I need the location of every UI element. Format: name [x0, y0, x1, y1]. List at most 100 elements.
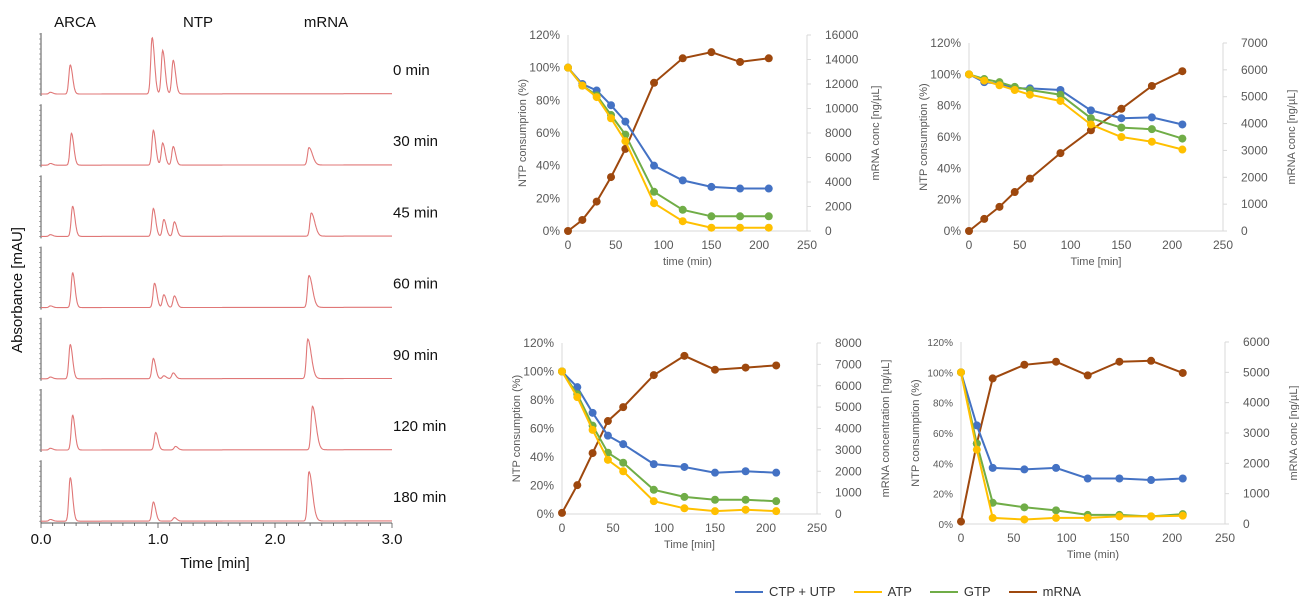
- data-point: [772, 507, 781, 516]
- legend-label: mRNA: [1042, 584, 1081, 599]
- series-line: [960, 359, 1184, 522]
- y2-tick-label: 1000: [1243, 487, 1270, 501]
- data-point: [1147, 113, 1156, 122]
- data-point: [1086, 126, 1095, 135]
- data-point: [558, 508, 566, 517]
- y-tick-label: 100%: [930, 67, 961, 81]
- series-ctp-utp: [564, 63, 773, 193]
- data-point: [573, 383, 582, 392]
- series-line: [968, 73, 1183, 151]
- y2-tick-label: 0: [835, 507, 842, 521]
- y2-tick-label: 0: [1243, 517, 1250, 531]
- data-point: [988, 513, 997, 522]
- x-tick-label: 0.0: [31, 531, 52, 548]
- y-tick-label: 20%: [937, 193, 961, 207]
- trace-time-label: 120 min: [393, 418, 446, 435]
- data-point: [607, 173, 616, 182]
- data-point: [972, 445, 981, 454]
- line-chart-2: 0%20%40%60%80%100%120%010002000300040005…: [918, 36, 1298, 268]
- x-tick-label: 0: [559, 521, 566, 535]
- chromatogram-trace-panel: 30 min: [39, 104, 438, 168]
- x-tick-label: 250: [1213, 238, 1233, 252]
- y2-tick-label: 8000: [835, 336, 862, 350]
- data-point: [736, 184, 745, 193]
- y-axis-title: NTP consumprion (%): [517, 79, 529, 187]
- data-point: [1115, 512, 1124, 521]
- data-point: [741, 467, 750, 476]
- series-atp: [957, 368, 1187, 524]
- y-axis-title: NTP consumption (%): [910, 379, 922, 486]
- data-point: [621, 117, 630, 126]
- y-tick-label: 20%: [933, 490, 953, 501]
- data-point: [588, 425, 597, 434]
- x-tick-label: 150: [705, 521, 725, 535]
- data-point: [1147, 476, 1156, 485]
- data-point: [764, 212, 773, 221]
- y2-tick-label: 10000: [825, 102, 859, 116]
- y-tick-label: 0%: [944, 224, 962, 238]
- data-point: [707, 223, 716, 232]
- series-line: [567, 67, 769, 190]
- y-tick-label: 120%: [529, 28, 560, 42]
- data-point: [678, 176, 687, 185]
- data-point: [957, 517, 965, 526]
- data-point: [649, 485, 658, 494]
- trace-time-label: 90 min: [393, 347, 438, 364]
- data-point: [573, 481, 582, 490]
- series-mrna: [965, 67, 1187, 235]
- data-point: [1178, 368, 1187, 377]
- y-tick-label: 0%: [543, 224, 561, 238]
- data-point: [972, 421, 981, 430]
- data-point: [1147, 137, 1156, 146]
- chromatogram-trace: [41, 405, 392, 451]
- y-tick-label: 80%: [536, 93, 560, 107]
- data-point: [1178, 67, 1187, 76]
- series-gtp: [965, 70, 1187, 143]
- data-point: [619, 403, 628, 412]
- data-point: [680, 492, 689, 501]
- y2-axis-title: mRNA conc [ng/µL]: [870, 86, 882, 181]
- data-point: [1147, 125, 1156, 134]
- data-point: [1147, 81, 1156, 90]
- x-tick-label: 0: [966, 238, 973, 252]
- x-tick-label: 100: [1061, 238, 1081, 252]
- legend-swatch: [853, 590, 882, 593]
- y-tick-label: 40%: [937, 161, 961, 175]
- legend-label: GTP: [963, 584, 991, 599]
- data-point: [741, 505, 750, 514]
- y-tick-label: 80%: [937, 99, 961, 113]
- data-point: [1020, 515, 1029, 524]
- x-tick-label: 0: [958, 531, 965, 545]
- y2-tick-label: 14000: [825, 53, 859, 67]
- x-tick-label: 50: [606, 521, 620, 535]
- data-point: [1056, 149, 1065, 158]
- data-point: [736, 223, 745, 232]
- chromatogram-trace: [41, 36, 392, 95]
- data-point: [772, 361, 781, 370]
- data-point: [772, 497, 781, 506]
- y2-tick-label: 2000: [825, 200, 852, 214]
- data-point: [1052, 513, 1061, 522]
- data-point: [619, 467, 628, 476]
- y2-tick-label: 12000: [825, 77, 859, 91]
- series-gtp: [558, 367, 781, 506]
- data-point: [711, 468, 719, 477]
- y-axis-title: Absorbance [mAU]: [9, 227, 26, 353]
- line-chart-1: 0%20%40%60%80%100%120%020004000600080001…: [517, 28, 882, 268]
- data-point: [772, 468, 781, 477]
- data-point: [741, 363, 750, 372]
- y-tick-label: 20%: [536, 191, 560, 205]
- y2-tick-label: 2000: [835, 464, 862, 478]
- y-tick-label: 120%: [930, 36, 961, 50]
- data-point: [619, 440, 628, 449]
- x-axis-title: Time [min]: [1071, 256, 1122, 268]
- line-chart-3: 0%20%40%60%80%100%120%010002000300040005…: [511, 336, 892, 551]
- y2-tick-label: 6000: [1243, 335, 1270, 349]
- data-point: [1083, 513, 1092, 522]
- series-line: [561, 370, 777, 503]
- data-point: [1056, 90, 1065, 99]
- data-point: [1020, 503, 1029, 512]
- y2-tick-label: 3000: [1243, 426, 1270, 440]
- chromatogram: ARCA NTP mRNA 0 min 30 min 45 min 60 min 90 min…: [9, 14, 446, 572]
